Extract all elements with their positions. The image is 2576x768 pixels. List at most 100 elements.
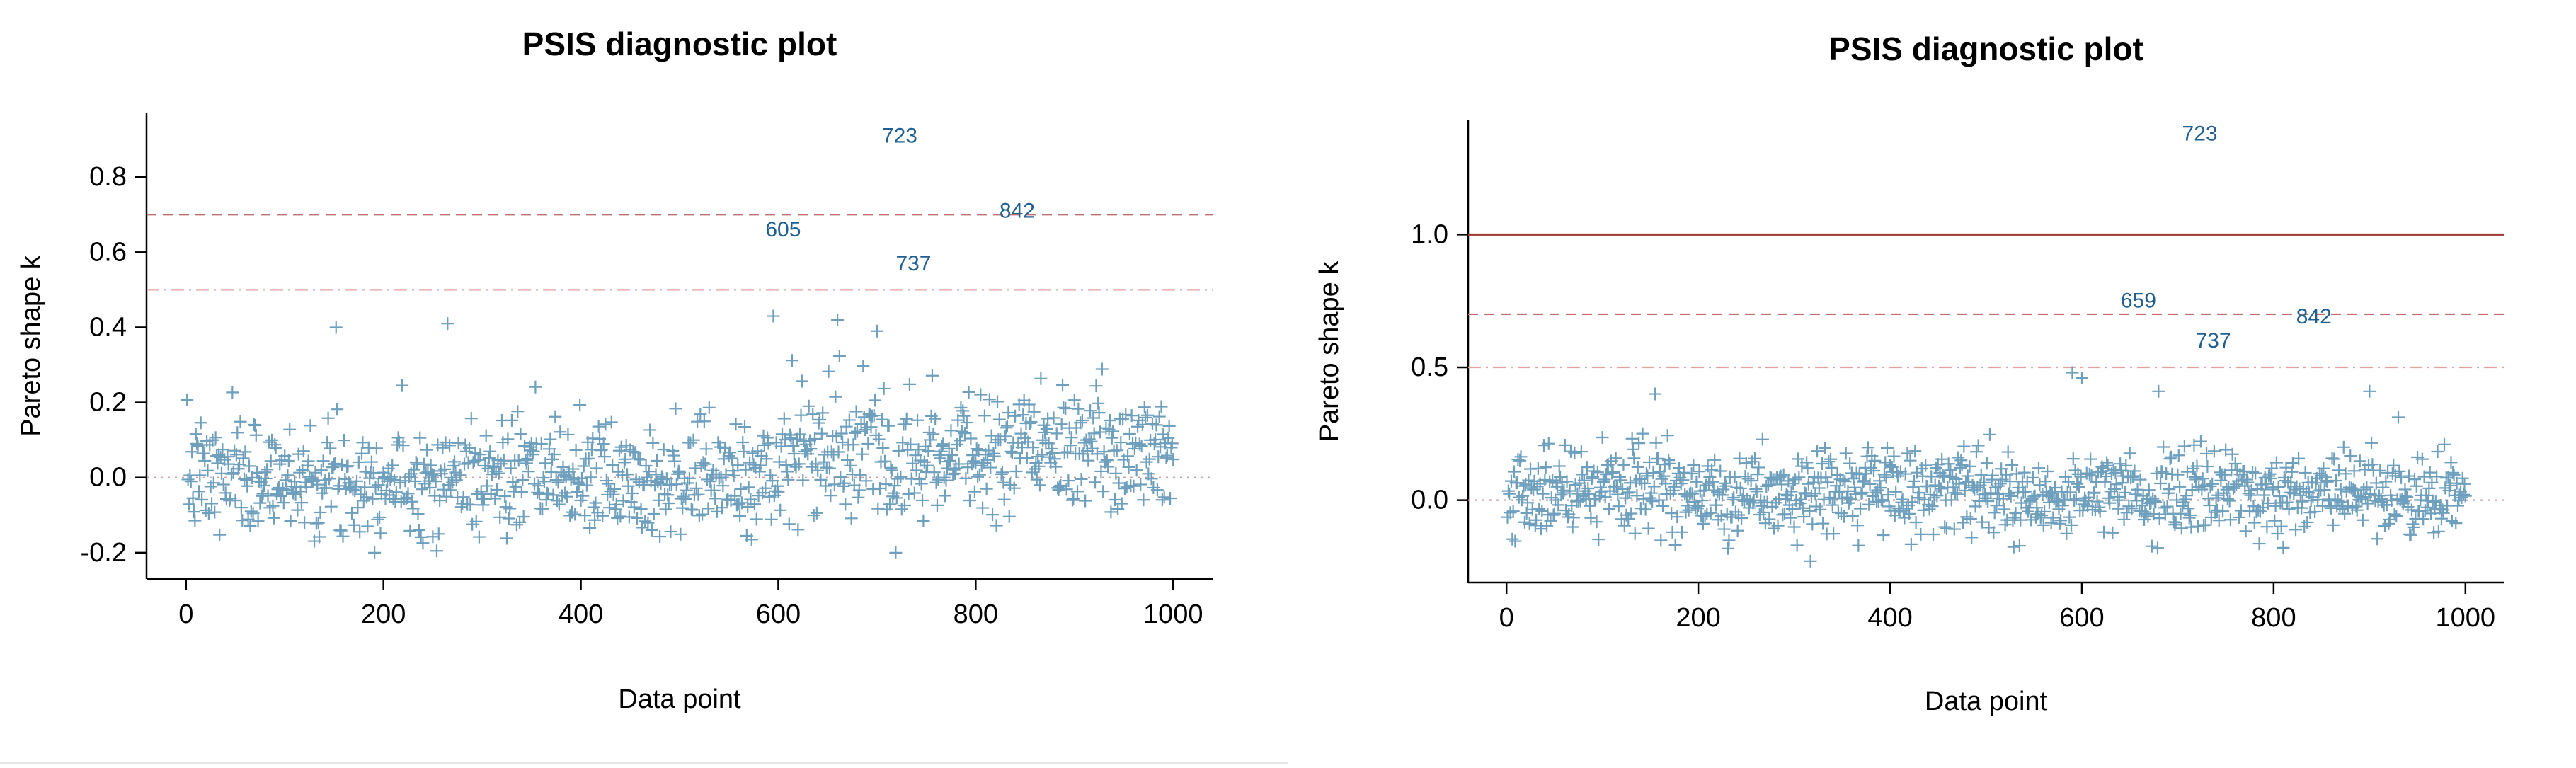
data-point — [1034, 372, 1048, 385]
data-point — [878, 454, 892, 468]
data-point — [537, 475, 551, 488]
data-point — [2296, 495, 2309, 508]
data-point — [619, 452, 632, 466]
data-point — [443, 439, 457, 452]
data-point — [2420, 488, 2433, 502]
data-point — [801, 447, 815, 461]
data-point — [2189, 473, 2203, 486]
data-point — [1025, 466, 1038, 479]
data-point — [2210, 503, 2223, 517]
data-point — [2407, 520, 2420, 534]
data-point — [1528, 519, 1542, 532]
data-point — [1647, 480, 1661, 493]
data-point — [1059, 402, 1072, 415]
right-chart-panel: PSIS diagnostic plot Data point Pareto sha… — [1288, 0, 2576, 764]
data-point — [416, 483, 429, 496]
data-point — [1643, 455, 1656, 469]
data-point — [2212, 514, 2226, 527]
data-point — [1987, 526, 2000, 539]
data-point — [1717, 483, 1730, 496]
data-point — [1934, 482, 1947, 495]
data-point — [1605, 466, 1619, 480]
data-point — [516, 474, 529, 487]
data-point — [1719, 479, 1733, 493]
data-point — [221, 450, 234, 464]
data-point — [1509, 534, 1522, 548]
data-point — [2347, 464, 2361, 478]
data-point — [2390, 509, 2403, 522]
data-point — [1112, 476, 1126, 490]
data-point — [963, 493, 976, 507]
data-point — [2282, 503, 2296, 516]
data-point — [715, 501, 728, 515]
data-point — [2131, 483, 2144, 496]
data-point — [1792, 471, 1806, 484]
data-point — [1090, 447, 1104, 461]
data-point — [1749, 483, 1763, 496]
data-point — [399, 492, 413, 505]
data-point — [346, 483, 360, 496]
data-point — [622, 479, 635, 493]
data-point — [2123, 447, 2136, 460]
data-point — [802, 399, 815, 413]
data-point — [995, 466, 1009, 479]
data-point — [1949, 486, 1962, 500]
data-point — [482, 452, 496, 465]
data-point — [844, 459, 857, 472]
data-point — [2363, 384, 2376, 398]
data-point — [2071, 477, 2084, 491]
data-point — [1651, 452, 1665, 465]
data-point — [624, 495, 638, 509]
data-point — [2290, 480, 2303, 493]
data-point — [911, 413, 925, 427]
data-point — [772, 455, 786, 469]
data-point — [309, 466, 322, 479]
data-point — [1654, 534, 1668, 547]
data-point — [244, 519, 257, 532]
data-point — [987, 447, 1000, 460]
data-point — [662, 496, 675, 510]
data-point — [835, 427, 848, 440]
data-point — [921, 459, 934, 472]
data-point — [842, 413, 856, 427]
data-point — [293, 466, 307, 479]
data-point — [2005, 458, 2019, 471]
data-point — [1977, 476, 1991, 489]
data-point — [2273, 490, 2286, 503]
data-point — [954, 401, 968, 415]
data-point — [476, 492, 489, 505]
data-point — [2084, 452, 2097, 466]
data-point — [852, 483, 866, 497]
data-point — [1774, 469, 1787, 483]
data-point — [702, 401, 716, 414]
data-point — [2066, 452, 2080, 466]
data-point — [2249, 466, 2262, 480]
data-point — [983, 393, 996, 406]
data-point — [1576, 490, 1590, 503]
data-point — [209, 431, 222, 445]
data-point — [2192, 480, 2206, 493]
data-point — [1925, 500, 1939, 513]
data-point — [2246, 466, 2260, 479]
data-point — [607, 488, 620, 501]
data-point — [2060, 527, 2073, 540]
data-point — [916, 493, 929, 507]
data-point — [244, 505, 258, 518]
data-point — [561, 490, 574, 503]
data-point — [1811, 445, 1824, 458]
data-point — [2393, 464, 2406, 478]
data-point — [2369, 476, 2383, 490]
data-point — [2325, 452, 2339, 465]
data-point — [686, 503, 699, 517]
data-point — [1642, 522, 1655, 535]
data-point — [704, 475, 717, 488]
data-point — [1000, 421, 1013, 435]
data-point — [1980, 457, 1993, 470]
data-point — [322, 472, 336, 486]
data-point — [198, 454, 212, 468]
data-point — [1123, 427, 1136, 440]
data-point — [514, 428, 527, 441]
data-point — [226, 386, 239, 399]
data-point — [206, 433, 219, 447]
data-point — [401, 487, 415, 500]
